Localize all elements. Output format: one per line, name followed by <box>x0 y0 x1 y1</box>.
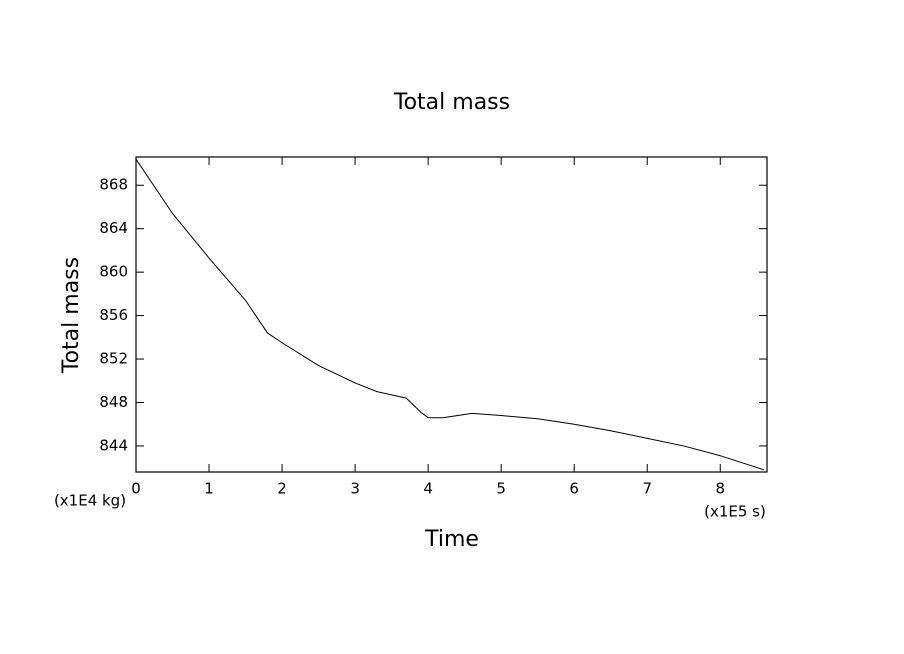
y-axis-label: Total mass <box>59 257 84 374</box>
x-tick-label: 1 <box>204 480 214 498</box>
x-tick-label: 4 <box>423 480 433 498</box>
y-unit: (x1E4 kg) <box>54 492 126 510</box>
x-tick-label: 5 <box>496 480 506 498</box>
y-tick-label: 852 <box>99 350 128 368</box>
y-tick-label: 856 <box>99 306 128 324</box>
chart-title: Total mass <box>393 90 510 115</box>
y-tick-label: 864 <box>99 219 128 237</box>
plot-frame <box>135 156 768 473</box>
x-axis-label: Time <box>424 527 479 552</box>
y-tick-label: 844 <box>99 436 128 454</box>
x-tick-label: 7 <box>642 480 652 498</box>
y-tick-label: 860 <box>99 263 128 281</box>
x-tick-label: 2 <box>277 480 287 498</box>
data-line <box>135 158 765 471</box>
x-unit: (x1E5 s) <box>704 503 766 521</box>
y-tick-label: 868 <box>99 176 128 194</box>
x-tick-label: 8 <box>715 480 725 498</box>
x-tick-label: 0 <box>131 480 141 498</box>
x-tick-label: 6 <box>569 480 579 498</box>
y-tick-label: 848 <box>99 393 128 411</box>
x-tick-label: 3 <box>350 480 360 498</box>
